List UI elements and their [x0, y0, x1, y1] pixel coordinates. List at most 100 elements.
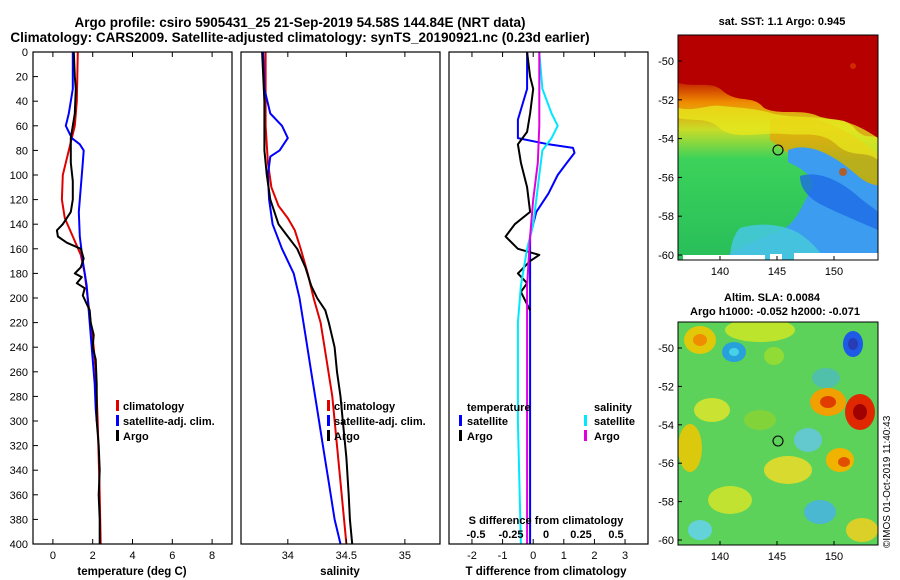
map-lon-tick-label: 145 — [768, 551, 786, 563]
map-lon-tick-label: 150 — [825, 551, 843, 563]
sla-map-image — [678, 322, 878, 545]
s-difference-tick-label: -0.5 — [467, 529, 486, 541]
s-difference-tick-label: 0.5 — [608, 529, 623, 541]
y-tick-label: 400 — [10, 539, 28, 551]
map-lat-tick-label: -56 — [658, 458, 674, 470]
x-tick-label: 1 — [561, 550, 567, 562]
legend-swatch-temp-satellite — [459, 415, 462, 426]
series-line-temperature-argo — [504, 51, 541, 311]
y-tick-label: 60 — [16, 121, 28, 133]
y-tick-label: 140 — [10, 219, 28, 231]
legend-swatch-sal-argo — [584, 430, 587, 441]
sst-map: sat. SST: 1.1 Argo: 0.945 -50 -52 -54 -56 -5… — [658, 16, 879, 278]
y-tick-label: 240 — [10, 342, 28, 354]
sla-map: Altim. SLA: 0.0084 Argo h1000: -0.052 h2… — [658, 292, 879, 563]
salinity-xlabel: salinity — [320, 566, 360, 578]
y-tick-label: 120 — [10, 195, 28, 207]
series-line-salinity-satellite — [516, 51, 559, 545]
difference-panel: -2 -1 0 1 2 3 T difference from climatology S… — [448, 51, 649, 578]
map-lat-tick-label: -50 — [658, 343, 674, 355]
series-line-argo — [55, 51, 101, 544]
series-line-satellite-adj-clim- — [262, 51, 342, 545]
y-tick-label: 180 — [10, 268, 28, 280]
legend-label-sal-satellite: satellite — [594, 416, 635, 428]
x-tick-label: 2 — [591, 550, 597, 562]
x-tick-label: 3 — [622, 550, 628, 562]
y-tick-label: 380 — [10, 514, 28, 526]
series-line-climatology — [60, 51, 102, 545]
sla-map-frame — [677, 321, 879, 546]
y-tick-label: 260 — [10, 367, 28, 379]
s-difference-tick-label: -0.25 — [498, 529, 523, 541]
map-lat-tick-label: -58 — [658, 211, 674, 223]
map-lat-tick-label: -50 — [658, 56, 674, 68]
temperature-xlabel: temperature (deg C) — [77, 566, 186, 578]
y-tick-label: 200 — [10, 293, 28, 305]
map-lon-tick-label: 150 — [825, 266, 843, 278]
map-lat-tick-label: -54 — [658, 420, 674, 432]
temperature-panel: 0 2 4 6 802040608010012014016018020022024026… — [10, 47, 233, 578]
y-tick-label: 300 — [10, 416, 28, 428]
y-tick-label: 320 — [10, 441, 28, 453]
legend-label-climatology: climatology — [123, 401, 185, 413]
y-tick-label: 360 — [10, 490, 28, 502]
y-tick-label: 160 — [10, 244, 28, 256]
legend-label-argo: Argo — [123, 431, 149, 443]
difference-plot-frame — [448, 51, 649, 545]
map-lat-tick-label: -60 — [658, 250, 674, 262]
sst-map-title: sat. SST: 1.1 Argo: 0.945 — [719, 16, 846, 28]
sla-argo-location-marker — [772, 435, 784, 447]
sla-map-title-line1: Altim. SLA: 0.0084 — [724, 292, 821, 304]
sla-map-title-line2: Argo h1000: -0.052 h2000: -0.071 — [690, 306, 860, 318]
map-lon-tick-label: 145 — [768, 266, 786, 278]
s-difference-axis-label: S difference from climatology — [469, 515, 625, 527]
map-lon-tick-label: 140 — [711, 266, 729, 278]
map-lat-tick-label: -54 — [658, 134, 674, 146]
salinity-legend: climatology satellite-adj. clim. Argo — [327, 400, 426, 443]
y-tick-label: 0 — [22, 47, 28, 59]
y-tick-label: 220 — [10, 318, 28, 330]
legend-label-satellite-adj: satellite-adj. clim. — [334, 416, 426, 428]
difference-xlabel: T difference from climatology — [465, 566, 627, 578]
x-tick-label: -1 — [498, 550, 508, 562]
legend-swatch-argo — [116, 430, 119, 441]
legend-swatch-satellite-adj — [116, 415, 119, 426]
s-difference-tick-label: 0 — [543, 529, 549, 541]
s-difference-tick-label: 0.25 — [570, 529, 591, 541]
difference-legend: temperature satellite Argo salinity sate… — [459, 402, 635, 443]
legend-swatch-climatology — [116, 400, 119, 411]
temperature-plot-frame — [32, 51, 233, 545]
legend-label-satellite-adj: satellite-adj. clim. — [123, 416, 215, 428]
temperature-legend: climatology satellite-adj. clim. Argo — [116, 400, 215, 443]
legend-label-temp-satellite: satellite — [467, 416, 508, 428]
legend-label-climatology: climatology — [334, 401, 396, 413]
map-lon-tick-label: 140 — [711, 551, 729, 563]
legend-swatch-climatology — [327, 400, 330, 411]
map-lat-tick-label: -56 — [658, 172, 674, 184]
legend-swatch-satellite-adj — [327, 415, 330, 426]
legend-title-temperature: temperature — [467, 402, 531, 414]
y-tick-label: 40 — [16, 96, 28, 108]
series-line-salinity-argo — [526, 52, 541, 544]
map-lat-tick-label: -52 — [658, 381, 674, 393]
legend-label-temp-argo: Argo — [467, 431, 493, 443]
figure-title-line1: Argo profile: csiro 5905431_25 21-Sep-20… — [75, 15, 526, 30]
legend-label-argo: Argo — [334, 431, 360, 443]
y-tick-label: 80 — [16, 145, 28, 157]
series-line-satellite-adj-clim- — [64, 52, 98, 422]
legend-swatch-argo — [327, 430, 330, 441]
figure-title-line2: Climatology: CARS2009. Satellite-adjuste… — [10, 30, 589, 45]
x-tick-label: 0 — [530, 550, 536, 562]
y-tick-label: 340 — [10, 465, 28, 477]
x-tick-label: 35 — [399, 550, 411, 562]
sst-map-image — [678, 35, 878, 260]
map-lat-tick-label: -60 — [658, 535, 674, 547]
map-lat-tick-label: -52 — [658, 95, 674, 107]
x-tick-label: -2 — [467, 550, 477, 562]
sst-map-frame — [677, 34, 879, 261]
imos-watermark: ©IMOS 01-Oct-2019 11:40:43 — [882, 415, 893, 548]
salinity-panel: 34 34.5 35 salinity climatology satellite-… — [240, 51, 441, 578]
legend-swatch-temp-argo — [459, 430, 462, 441]
y-tick-label: 20 — [16, 72, 28, 84]
